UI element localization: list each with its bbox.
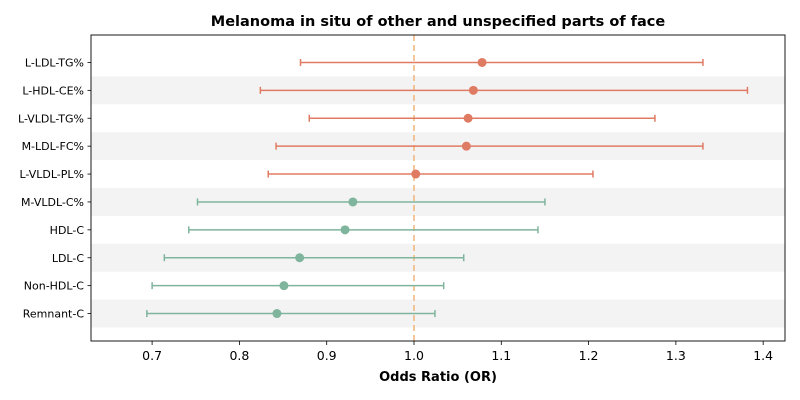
y-tick-label: LDL-C	[52, 252, 85, 265]
y-tick-label: L-VLDL-PL%	[19, 168, 84, 181]
x-tick-label: 0.9	[317, 348, 337, 363]
x-tick-label: 0.8	[229, 348, 249, 363]
y-tick-label: M-VLDL-C%	[21, 196, 84, 209]
chart-title: Melanoma in situ of other and unspecifie…	[211, 14, 666, 30]
x-axis: 0.7 0.8 0.9 1.0 1.1 1.2 1.3 1.4	[142, 341, 773, 363]
y-axis: L-LDL-TG% L-HDL-CE% L-VLDL-TG% M-LDL-FC% L-V…	[18, 56, 91, 321]
or-point	[463, 113, 473, 123]
or-point	[295, 253, 305, 263]
x-tick-label: 1.2	[579, 348, 599, 363]
y-tick-label: L-VLDL-TG%	[18, 112, 84, 125]
chart-marks	[146, 57, 749, 319]
or-point	[340, 225, 350, 235]
or-point	[348, 197, 358, 207]
or-point	[477, 57, 487, 67]
or-point	[468, 85, 478, 95]
or-point	[411, 169, 421, 179]
x-tick-label: 1.4	[753, 348, 773, 363]
or-point	[461, 141, 471, 151]
or-point	[272, 309, 282, 319]
x-tick-label: 1.0	[404, 348, 424, 363]
y-tick-label: L-LDL-TG%	[25, 56, 84, 69]
x-tick-label: 1.3	[666, 348, 686, 363]
y-tick-label: L-HDL-CE%	[22, 84, 84, 97]
y-tick-label: Non-HDL-C	[24, 280, 85, 293]
plot-frame	[90, 34, 786, 342]
y-tick-label: Remnant-C	[23, 308, 85, 321]
y-tick-label: HDL-C	[50, 224, 85, 237]
y-tick-label: M-LDL-FC%	[22, 140, 84, 153]
x-axis-label: Odds Ratio (OR)	[379, 370, 497, 385]
or-point	[279, 281, 289, 291]
x-tick-label: 1.1	[491, 348, 511, 363]
x-tick-label: 0.7	[142, 348, 162, 363]
